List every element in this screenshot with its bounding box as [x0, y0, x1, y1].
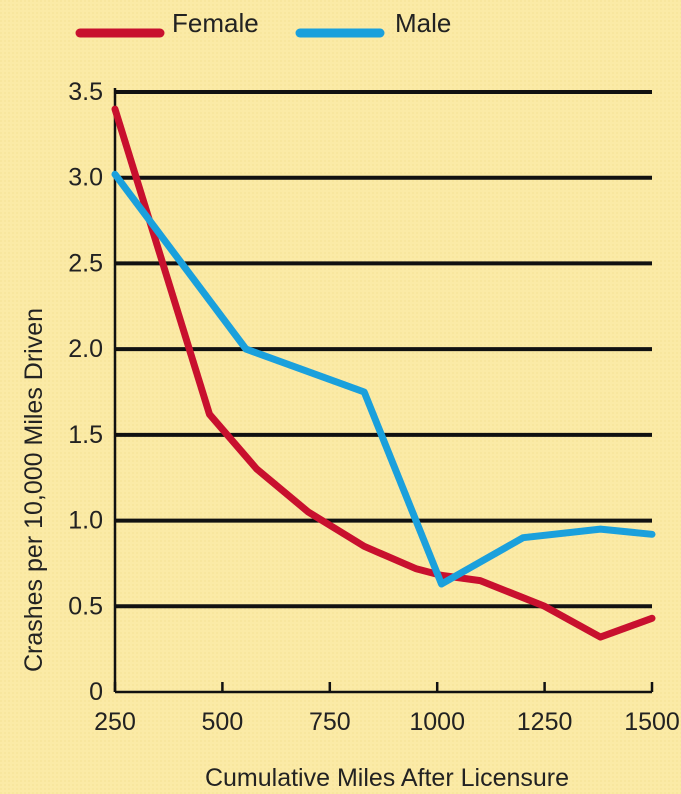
series-line-female: [111, 105, 656, 641]
y-axis-title: Crashes per 10,000 Miles Driven: [20, 308, 48, 672]
series-lines: [111, 105, 656, 641]
gridlines: [115, 90, 652, 609]
tick-labels: 0 0.5 1.0 1.5 2.0 2.5 3.0 3.5 250 500 750 1000 1250 1…: [68, 78, 680, 736]
legend: Female Male: [75, 8, 451, 38]
axes: [113, 88, 654, 694]
series-line-male: [111, 170, 656, 588]
legend-label-male: Male: [395, 8, 451, 38]
x-tick-label-0: 250: [94, 708, 136, 736]
x-tick-label-4: 1250: [517, 708, 573, 736]
x-tick-label-5: 1500: [624, 708, 680, 736]
x-tick-label-1: 500: [202, 708, 244, 736]
y-tick-label-6: 3.0: [68, 164, 103, 192]
y-tick-label-1: 0.5: [68, 592, 103, 620]
y-tick-label-4: 2.0: [68, 335, 103, 363]
x-tick-label-3: 1000: [409, 708, 465, 736]
y-tick-label-5: 2.5: [68, 249, 103, 277]
y-tick-label-7: 3.5: [68, 78, 103, 106]
legend-label-female: Female: [172, 8, 259, 38]
y-tick-label-3: 1.5: [68, 421, 103, 449]
x-tick-label-2: 750: [309, 708, 351, 736]
y-tick-label-0: 0: [89, 678, 103, 706]
x-axis-title: Cumulative Miles After Licensure: [205, 764, 569, 792]
y-tick-label-2: 1.0: [68, 507, 103, 535]
